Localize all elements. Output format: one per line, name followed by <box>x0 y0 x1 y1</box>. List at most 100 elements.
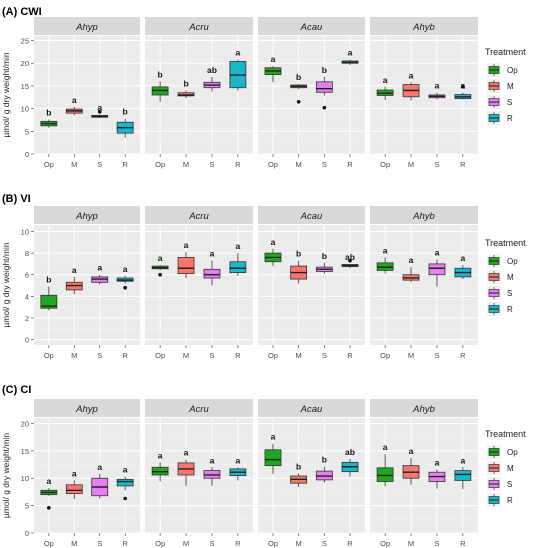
significance-letter: b <box>322 65 327 75</box>
box-iqr <box>315 81 333 93</box>
facet-strip <box>34 399 140 417</box>
significance-letter: a <box>461 455 466 465</box>
x-tick-label: R <box>460 160 466 169</box>
box-M: a <box>65 265 83 295</box>
box-S: a <box>91 103 109 119</box>
y-tick-label: 10 <box>21 227 29 236</box>
plot-background <box>145 225 253 345</box>
x-tick-label: S <box>434 160 439 169</box>
box-R: ab <box>341 252 359 269</box>
box-Op: a <box>40 476 58 510</box>
facet-panel: Ahyb a a a a Op M S R <box>370 399 478 548</box>
x-tick-label: R <box>347 160 353 169</box>
legend-item-label: M <box>507 273 514 282</box>
box-S: a <box>428 457 446 489</box>
box-M: b <box>177 78 195 99</box>
plot-background <box>34 225 140 345</box>
box-R: a <box>229 455 247 481</box>
box-R: a <box>454 455 472 490</box>
box-R: a <box>116 465 134 501</box>
box-Op: a <box>376 75 394 100</box>
plot-background <box>370 225 478 345</box>
box-iqr <box>454 470 472 481</box>
x-tick-label: R <box>235 160 241 169</box>
significance-letter: a <box>158 253 163 263</box>
box-iqr <box>177 257 195 275</box>
facet-panel: Ahyp a a a a Op M S R <box>34 399 140 548</box>
outlier-point <box>97 109 102 114</box>
significance-letter: ab <box>207 65 217 75</box>
x-tick-label: S <box>97 351 102 360</box>
legend-item-label: R <box>507 305 513 314</box>
x-tick-label: M <box>296 160 302 169</box>
legend: Treatment Op MSR <box>485 429 526 507</box>
significance-letter: a <box>72 265 77 275</box>
legend: Treatment Op MSR <box>485 238 526 316</box>
x-tick-label: S <box>209 160 214 169</box>
box-R: a <box>341 48 359 66</box>
box-R: a <box>454 81 472 100</box>
x-tick-label: R <box>235 351 241 360</box>
facet-label: Acau <box>300 404 323 415</box>
box-iqr <box>376 467 394 482</box>
box-M: a <box>177 448 195 486</box>
significance-letter: a <box>435 81 440 91</box>
x-tick-label: Op <box>44 160 54 169</box>
significance-letter: a <box>184 240 189 250</box>
facet-strip <box>258 206 365 224</box>
x-tick-label: Op <box>268 160 278 169</box>
x-tick-label: S <box>434 539 439 548</box>
y-tick-label: 0 <box>25 336 29 345</box>
significance-letter: ab <box>345 252 355 262</box>
box-S: a <box>428 81 446 100</box>
legend-title: Treatment <box>485 238 526 248</box>
significance-letter: b <box>322 251 327 261</box>
box-Op: a <box>264 237 282 267</box>
facet-strip <box>34 206 140 224</box>
significance-letter: b <box>46 275 51 285</box>
box-S: b <box>315 251 333 274</box>
y-tick-label: 5 <box>25 502 29 511</box>
facet-panel: Acru a a a a Op M S R <box>145 206 253 360</box>
facet-label: Ahyb <box>412 211 435 222</box>
y-tick-label: 25 <box>21 37 29 46</box>
significance-letter: a <box>123 465 128 475</box>
chart-row: (A) CWI µmol/ g dry weight/min 0 5 10 15 20 25 A… <box>1 6 526 169</box>
facet-label: Acru <box>188 22 209 33</box>
box-R: ab <box>341 447 359 477</box>
box-M: a <box>402 255 420 283</box>
box-M: a <box>402 446 420 485</box>
legend-item-label: Op <box>507 257 518 266</box>
significance-letter: a <box>236 455 241 465</box>
legend-item-label: S <box>507 289 512 298</box>
significance-letter: a <box>383 245 388 255</box>
significance-letter: a <box>97 103 102 113</box>
significance-letter: a <box>46 476 51 486</box>
significance-letter: a <box>409 255 414 265</box>
significance-letter: a <box>123 264 128 274</box>
box-S: b <box>315 65 333 110</box>
y-tick-label: 2 <box>25 314 29 323</box>
facet-strip <box>34 17 140 35</box>
y-tick-label: 10 <box>21 474 29 483</box>
x-tick-label: R <box>460 539 466 548</box>
y-tick-label: 15 <box>21 447 29 456</box>
significance-letter: b <box>296 249 301 259</box>
x-tick-label: R <box>347 351 353 360</box>
y-axis-label: µmol/ g dry weight/min <box>1 433 11 518</box>
facet-panel: Ahyp b a a b Op M S R <box>34 17 140 169</box>
y-tick-label: 8 <box>25 249 29 258</box>
box-Op: a <box>376 245 394 274</box>
significance-letter: b <box>296 461 301 471</box>
x-tick-label: Op <box>380 539 390 548</box>
x-tick-label: M <box>71 539 77 548</box>
plot-background <box>258 225 365 345</box>
x-tick-label: S <box>97 539 102 548</box>
facet-strip <box>145 399 253 417</box>
box-M: b <box>290 72 308 104</box>
plot-background <box>34 36 140 154</box>
box-iqr <box>229 261 247 273</box>
x-tick-label: S <box>97 160 102 169</box>
